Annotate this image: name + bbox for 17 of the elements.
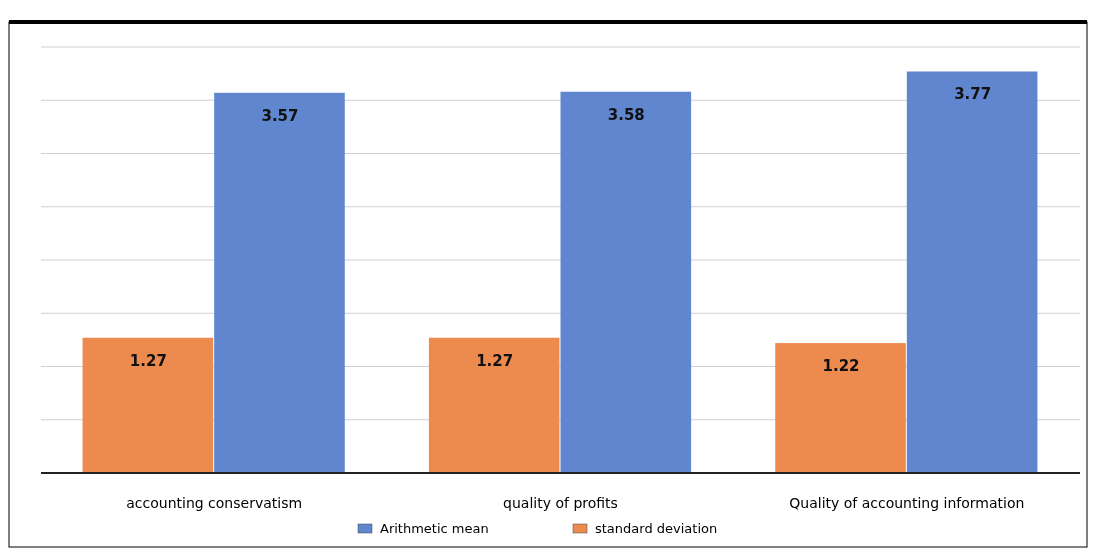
bar [775, 343, 906, 473]
x-tick-label: accounting conservatism [126, 495, 303, 511]
x-tick-label: quality of profits [503, 495, 618, 511]
bar [906, 71, 1038, 473]
data-label: 1.27 [129, 351, 167, 370]
data-label: 1.22 [822, 357, 860, 376]
legend-label: Arithmetic mean [380, 521, 489, 536]
data-label: 3.77 [954, 85, 992, 104]
bar [560, 91, 692, 473]
x-tick-label: Quality of accounting information [789, 495, 1025, 511]
data-label: 1.27 [476, 351, 514, 370]
legend-label: standard deviation [595, 521, 718, 536]
bar [82, 337, 214, 473]
data-label: 3.57 [261, 106, 299, 125]
data-label: 3.58 [607, 105, 645, 124]
bar [428, 337, 560, 473]
bar [214, 92, 345, 473]
